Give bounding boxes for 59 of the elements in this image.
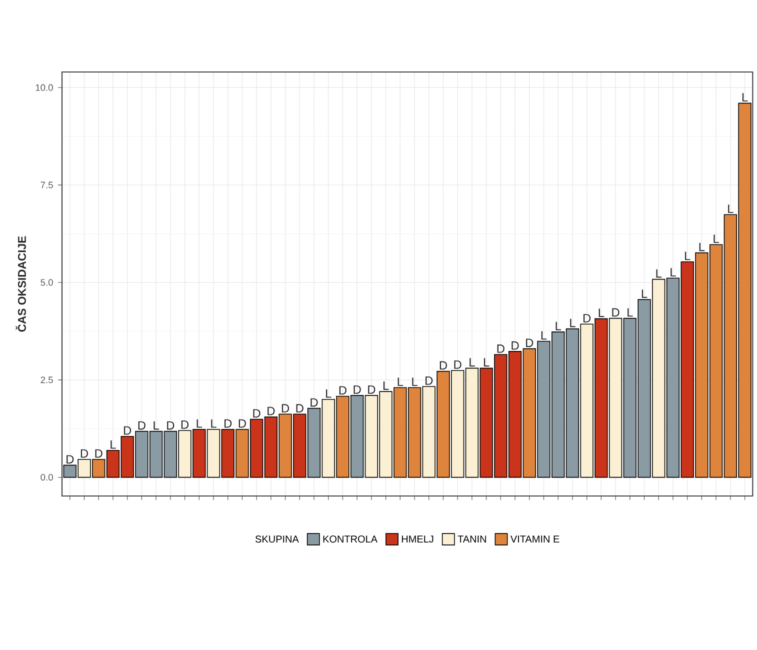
data-label: L [742, 93, 748, 102]
data-label: D [512, 341, 519, 350]
legend-label: HMELJ [402, 536, 434, 543]
data-label: D [368, 385, 376, 394]
data-label: L [541, 331, 547, 340]
data-label: D [80, 449, 88, 458]
data-label: L [412, 378, 418, 386]
y-tick-label: 2.5 [40, 376, 53, 384]
data-label: D [454, 360, 462, 369]
data-label: D [224, 419, 232, 428]
legend-label: KONTROLA [323, 536, 378, 543]
data-label: L [728, 204, 734, 213]
y-tick-label: 5.0 [40, 279, 53, 286]
data-label: L [714, 234, 719, 243]
data-label: D [238, 419, 246, 428]
data-label: D [354, 385, 361, 394]
data-label: D [138, 421, 146, 430]
data-label: D [124, 426, 132, 435]
data-label: D [66, 455, 74, 464]
data-label: L [699, 242, 705, 252]
data-label: D [95, 449, 102, 458]
data-label: L [656, 269, 662, 278]
data-label: D [497, 344, 504, 353]
data-label: D [612, 308, 620, 317]
data-label: D [583, 314, 591, 322]
data-label: D [310, 398, 318, 407]
data-label: L [598, 308, 604, 317]
data-label: L [484, 358, 490, 366]
data-label: D [181, 420, 189, 429]
y-tick-label: 0.0 [40, 474, 53, 481]
data-label: D [339, 386, 346, 394]
data-label: L [642, 290, 648, 298]
data-label: L [383, 382, 389, 390]
data-label: L [684, 252, 690, 260]
data-label: L [570, 318, 576, 328]
data-label: L [670, 268, 676, 276]
legend-label: TANIN [458, 536, 486, 542]
data-label: L [628, 308, 633, 317]
y-tick-label: 10.0 [36, 84, 53, 91]
data-label: L [211, 419, 216, 428]
data-label: D [253, 409, 260, 418]
data-label: D [167, 421, 174, 430]
data-label: L [326, 389, 332, 398]
data-label: D [296, 404, 304, 412]
data-label: D [268, 406, 275, 416]
legend-label: VITAMIN E [510, 536, 560, 542]
data-label: L [556, 322, 562, 330]
data-label: L [110, 440, 116, 449]
y-tick-label: 7.5 [40, 182, 53, 188]
data-label: L [398, 378, 404, 386]
data-label: L [154, 421, 159, 430]
data-label: D [426, 376, 433, 385]
data-label: L [196, 419, 202, 428]
data-label: D [526, 338, 534, 347]
data-label: D [282, 404, 290, 412]
legend-title: SKUPINA [255, 536, 299, 543]
data-label: L [470, 358, 475, 366]
y-axis-title: ČAS OKSIDACIJE [16, 236, 26, 332]
data-label: D [440, 361, 447, 370]
